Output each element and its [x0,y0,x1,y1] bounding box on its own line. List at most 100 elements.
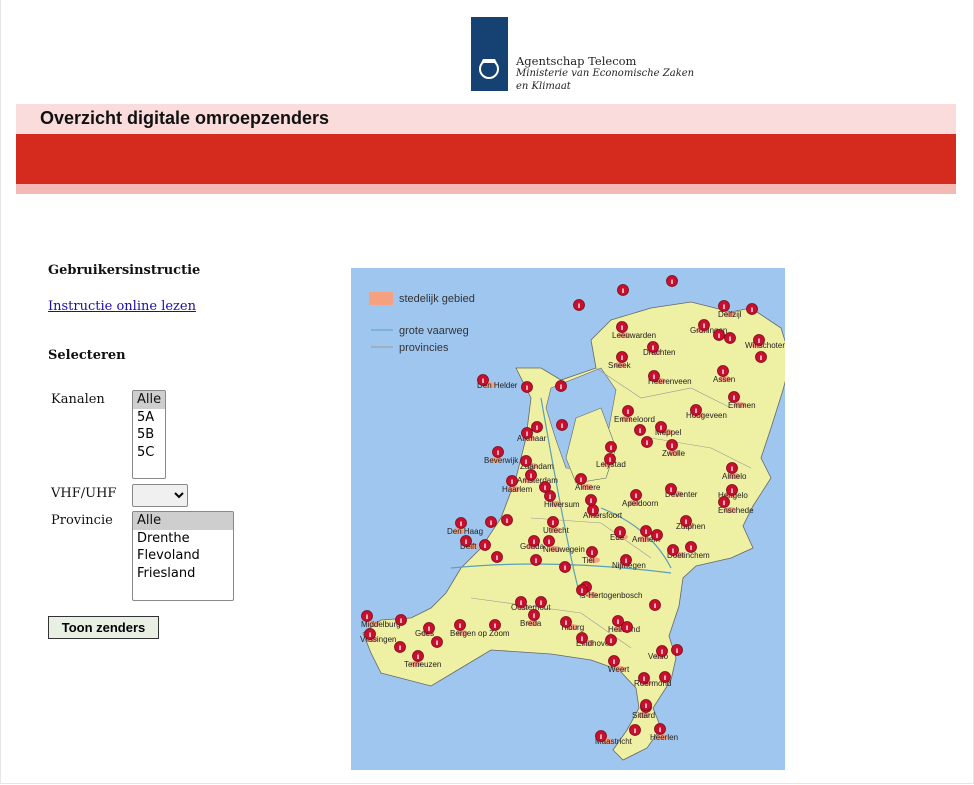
urban-area [453,528,465,534]
ministry-line: Ministerie van Economische Zaken [516,68,695,79]
place-label: Vlissingen [360,635,396,644]
place-label: Hilversum [544,500,580,509]
option[interactable]: Alle [133,512,233,530]
map: stedelijk gebied grote vaarweg provincie… [351,268,785,770]
agency-name: Agentschap Telecom [516,54,637,68]
place-label: Deventer [665,490,698,499]
place-label: Venlo [648,652,669,661]
urban-area [734,402,746,408]
urban-area [588,557,600,563]
place-label: Tiel [582,556,595,565]
option[interactable]: Alle [133,391,165,409]
legend-swatch [369,292,393,305]
place-label: Haarlem [502,485,533,494]
band-select[interactable] [132,484,188,507]
place-label: Sittard [632,711,655,720]
select-heading: Selecteren [48,348,126,363]
place-label: Almelo [722,472,747,481]
place-label: Utrecht [543,526,570,535]
province-list[interactable]: AlleDrentheFlevolandFriesland [132,511,234,601]
urban-area [638,712,650,718]
province-border [470,367,752,649]
urban-area [719,376,731,382]
logo [471,17,508,91]
place-label: Zaandam [520,462,554,471]
place-label: Sneek [608,361,632,370]
place-label: Arnhem [632,535,660,544]
channels-list[interactable]: Alle5A5B5C [132,390,166,479]
legend-label: grote vaarweg [399,325,469,337]
option[interactable]: Drenthe [133,530,233,548]
place-label: Bergen op Zoom [450,629,510,638]
urban-area [728,473,740,479]
place-label: Maastricht [595,737,633,746]
place-label: Goes [415,629,434,638]
place-label: Zwolle [662,449,686,458]
urban-area [490,457,502,463]
place-label: Nieuwegein [543,545,585,554]
place-label: Breda [520,619,542,628]
option[interactable]: 5B [133,426,165,444]
place-label: Eindhoven [576,639,614,648]
place-label: Tilburg [560,623,584,632]
option[interactable]: Friesland [133,565,233,583]
place-label: Oosterhout [511,603,551,612]
urban-area [724,507,736,513]
place-label: Leeuwarden [612,331,656,340]
instructions-heading: Gebruikersinstructie [48,263,201,278]
place-label: Middelburg [361,620,401,629]
urban-area [456,630,468,636]
place-label: Meppel [655,428,681,437]
place-label: Apeldoorn [622,499,658,508]
band-label: VHF/UHF [51,486,117,501]
place-label: Beverwijk [484,456,519,465]
option[interactable]: Flevoland [133,547,233,565]
title-band [16,104,956,134]
place-label: Terneuzen [404,660,441,669]
place-label: Hoogeveen [686,411,727,420]
place-label: Heerlen [650,733,678,742]
place-label: Roermond [634,679,671,688]
urban-area [549,527,561,533]
urban-area [638,536,650,542]
place-label: Delfzijl [718,310,742,319]
place-label: Zutphen [676,522,705,531]
place-label: Drachten [643,348,675,357]
red-band [16,134,956,184]
urban-area [550,501,562,507]
page-title: Overzicht digitale omroepzenders [40,108,330,128]
place-label: Delft [460,542,477,551]
urban-area [526,620,538,626]
urban-area [628,500,640,506]
submit-button[interactable]: Toon zenders [48,616,159,639]
urban-area [620,416,632,422]
option[interactable]: 5A [133,409,165,427]
place-label: Groningen [690,326,727,335]
place-label: Winschoten [745,341,785,350]
instructions-link[interactable]: Instructie online lezen [48,299,196,314]
place-label: Emmen [728,401,756,410]
urban-area [618,332,630,338]
logo-emblem [479,59,499,79]
place-label: Almere [575,483,601,492]
urban-area [614,666,626,672]
urban-area [508,486,520,492]
channels-label: Kanalen [51,392,105,407]
ministry-line: en Klimaat [516,81,571,92]
legend-label: provincies [399,342,449,354]
urban-area [549,546,561,552]
pink-band [16,184,956,194]
urban-area [614,362,626,368]
place-label: Den Haag [447,527,483,536]
place-label: Heerenveen [648,377,692,386]
place-label: Amsterdam [517,476,558,485]
place-label: Nijmegen [612,561,646,570]
option[interactable]: 5C [133,444,165,462]
place-label: Doetinchem [667,551,710,560]
place-label: Emmeloord [614,415,655,424]
place-label: Amersfoort [583,511,623,520]
urban-area [581,484,593,490]
place-label: Enschede [718,506,754,515]
